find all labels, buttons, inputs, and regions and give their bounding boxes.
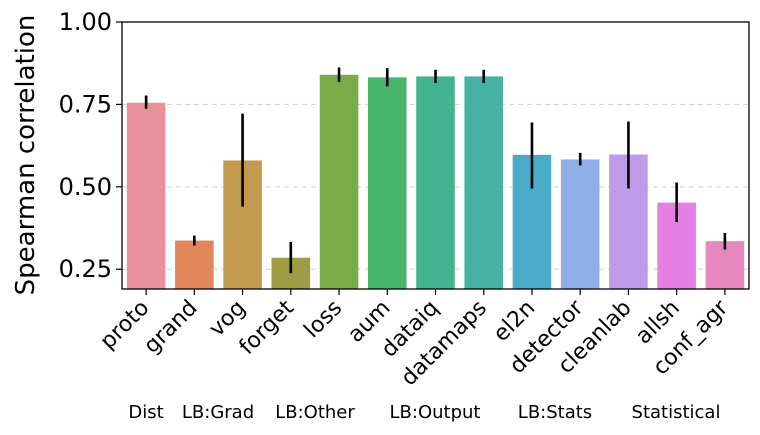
- bar-datamaps: [464, 76, 504, 289]
- bar-loss: [319, 74, 359, 289]
- error-bars: [144, 67, 727, 274]
- group-label: Statistical: [632, 402, 721, 423]
- group-label: LB:Output: [390, 402, 481, 423]
- bar-aum: [367, 77, 407, 289]
- y-tick-label: 1.00: [59, 8, 112, 36]
- y-tick-label: 0.50: [59, 173, 112, 201]
- y-axis-title: Spearman correlation: [11, 15, 41, 296]
- bar-dataiq: [416, 76, 455, 289]
- group-label: LB:Grad: [182, 402, 254, 423]
- bar-grand: [175, 240, 214, 289]
- x-tick-label-loss: loss: [300, 296, 348, 344]
- x-tick-label-forget: forget: [235, 295, 300, 360]
- bars: [126, 74, 745, 289]
- group-label: LB:Stats: [518, 402, 592, 423]
- y-tick-label: 0.25: [59, 255, 112, 283]
- bar-proto: [126, 102, 166, 289]
- y-axis: 0.25 0.50 0.75 1.00: [59, 8, 122, 283]
- y-tick-label: 0.75: [59, 90, 112, 118]
- group-labels: Dist LB:Grad LB:Other LB:Output LB:Stats Stat…: [128, 402, 720, 423]
- x-tick-label-grand: grand: [139, 296, 202, 359]
- bar-detector: [560, 159, 600, 289]
- group-label: Dist: [128, 402, 163, 423]
- group-label: LB:Other: [275, 402, 355, 423]
